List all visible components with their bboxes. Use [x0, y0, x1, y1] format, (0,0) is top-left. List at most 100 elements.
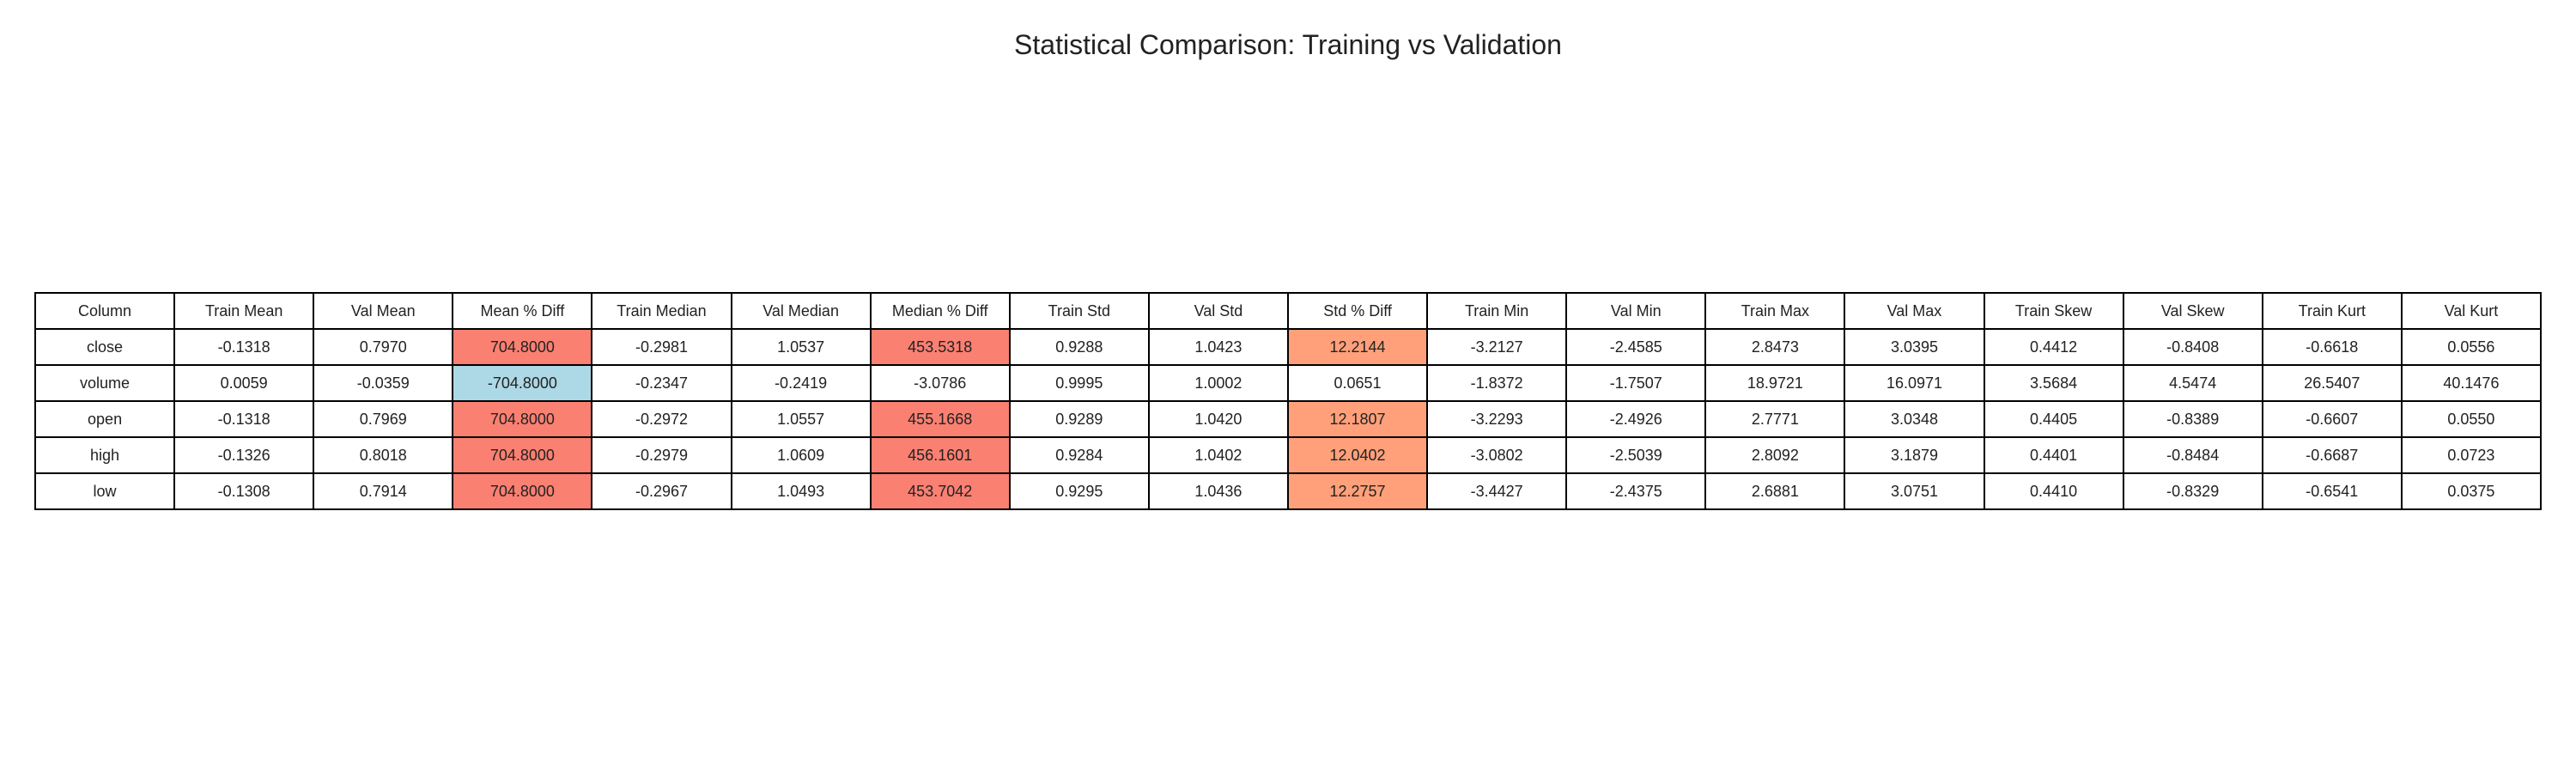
- table-cell: -0.2967: [591, 472, 732, 510]
- table-cell: 3.0348: [1844, 400, 1985, 438]
- table-cell: 0.4410: [1983, 472, 2124, 510]
- table-cell: 704.8000: [452, 328, 593, 366]
- table-cell: 456.1601: [869, 436, 1011, 474]
- table-row: low -0.1308 0.7914 704.8000 -0.2967 1.0493 453…: [33, 472, 2543, 510]
- column-header: Train Min: [1426, 292, 1568, 330]
- column-header: Val Min: [1565, 292, 1707, 330]
- table-cell: 0.4412: [1983, 328, 2124, 366]
- column-header: Val Std: [1147, 292, 1289, 330]
- table-cell: 12.0402: [1286, 436, 1429, 474]
- table-cell: 0.9284: [1008, 436, 1150, 474]
- table-cell: -3.2127: [1426, 328, 1568, 366]
- table-cell: -704.8000: [452, 364, 593, 402]
- row-label-cell: open: [33, 400, 176, 438]
- table-cell: 0.4401: [1983, 436, 2124, 474]
- table-cell: -0.2972: [591, 400, 732, 438]
- table-cell: -0.6618: [2261, 328, 2403, 366]
- table-cell: 0.4405: [1983, 400, 2124, 438]
- table-cell: 0.0723: [2400, 436, 2543, 474]
- table-cell: -0.2419: [730, 364, 872, 402]
- row-label-cell: low: [33, 472, 176, 510]
- table-cell: 0.9288: [1008, 328, 1150, 366]
- table-cell: 12.2144: [1286, 328, 1429, 366]
- table-cell: 1.0002: [1147, 364, 1289, 402]
- table-cell: 26.5407: [2261, 364, 2403, 402]
- column-header: Train Skew: [1983, 292, 2124, 330]
- table-cell: -3.0802: [1426, 436, 1568, 474]
- table-cell: -3.2293: [1426, 400, 1568, 438]
- table-row: high -0.1326 0.8018 704.8000 -0.2979 1.0609 45…: [33, 436, 2543, 474]
- column-header: Val Mean: [313, 292, 454, 330]
- table-cell: 1.0423: [1147, 328, 1289, 366]
- column-header: Train Median: [591, 292, 732, 330]
- header-row: Column Train Mean Val Mean Mean % Diff Train…: [33, 292, 2543, 330]
- table-cell: 18.9721: [1704, 364, 1846, 402]
- table-cell: 1.0537: [730, 328, 872, 366]
- table-cell: 40.1476: [2400, 364, 2543, 402]
- stats-table: Column Train Mean Val Mean Mean % Diff Train…: [33, 292, 2543, 510]
- table-cell: 1.0493: [730, 472, 872, 510]
- table-cell: -0.8484: [2122, 436, 2263, 474]
- table-cell: 2.7771: [1704, 400, 1846, 438]
- column-header: Val Median: [730, 292, 872, 330]
- table-cell: 0.9995: [1008, 364, 1150, 402]
- column-header: Mean % Diff: [452, 292, 593, 330]
- table-cell: 2.8092: [1704, 436, 1846, 474]
- column-header: Val Max: [1844, 292, 1985, 330]
- table-cell: -0.6687: [2261, 436, 2403, 474]
- table-cell: 0.0556: [2400, 328, 2543, 366]
- column-header: Std % Diff: [1286, 292, 1429, 330]
- table-cell: -2.4926: [1565, 400, 1707, 438]
- column-header: Train Kurt: [2261, 292, 2403, 330]
- table-cell: -0.1308: [173, 472, 315, 510]
- table-cell: 704.8000: [452, 400, 593, 438]
- table-cell: 3.1879: [1844, 436, 1985, 474]
- table-cell: 0.7914: [313, 472, 454, 510]
- table-cell: 704.8000: [452, 436, 593, 474]
- table-body: close -0.1318 0.7970 704.8000 -0.2981 1.0537 4…: [33, 328, 2543, 510]
- table-cell: 455.1668: [869, 400, 1011, 438]
- table-cell: -0.1326: [173, 436, 315, 474]
- table-cell: 12.1807: [1286, 400, 1429, 438]
- table-cell: 0.0651: [1286, 364, 1429, 402]
- table-cell: -0.8408: [2122, 328, 2263, 366]
- table-row: close -0.1318 0.7970 704.8000 -0.2981 1.0537 4…: [33, 328, 2543, 366]
- column-header: Train Std: [1008, 292, 1150, 330]
- column-header: Train Max: [1704, 292, 1846, 330]
- table-row: open -0.1318 0.7969 704.8000 -0.2972 1.0557 45…: [33, 400, 2543, 438]
- table-cell: 0.8018: [313, 436, 454, 474]
- table-cell: 3.0751: [1844, 472, 1985, 510]
- table-cell: -0.8329: [2122, 472, 2263, 510]
- table-cell: -2.4585: [1565, 328, 1707, 366]
- column-header: Column: [33, 292, 176, 330]
- column-header: Median % Diff: [869, 292, 1011, 330]
- table-cell: -3.4427: [1426, 472, 1568, 510]
- table-cell: 453.7042: [869, 472, 1011, 510]
- column-header: Train Mean: [173, 292, 315, 330]
- column-header: Val Skew: [2122, 292, 2263, 330]
- table-cell: -0.6607: [2261, 400, 2403, 438]
- table-cell: -0.0359: [313, 364, 454, 402]
- table-cell: 3.5684: [1983, 364, 2124, 402]
- table-cell: 3.0395: [1844, 328, 1985, 366]
- table-cell: -0.1318: [173, 328, 315, 366]
- table-cell: -0.8389: [2122, 400, 2263, 438]
- table-cell: -0.6541: [2261, 472, 2403, 510]
- table-cell: -2.4375: [1565, 472, 1707, 510]
- row-label-cell: close: [33, 328, 176, 366]
- row-label-cell: volume: [33, 364, 176, 402]
- table-cell: -1.7507: [1565, 364, 1707, 402]
- table-cell: 16.0971: [1844, 364, 1985, 402]
- table-cell: 2.6881: [1704, 472, 1846, 510]
- table-cell: 1.0436: [1147, 472, 1289, 510]
- column-header: Val Kurt: [2400, 292, 2543, 330]
- table-cell: 0.9289: [1008, 400, 1150, 438]
- table-cell: 0.7970: [313, 328, 454, 366]
- table-cell: 0.0375: [2400, 472, 2543, 510]
- table-cell: -0.2979: [591, 436, 732, 474]
- table-cell: -0.1318: [173, 400, 315, 438]
- table-cell: 2.8473: [1704, 328, 1846, 366]
- row-label-cell: high: [33, 436, 176, 474]
- table-cell: -2.5039: [1565, 436, 1707, 474]
- table-cell: 12.2757: [1286, 472, 1429, 510]
